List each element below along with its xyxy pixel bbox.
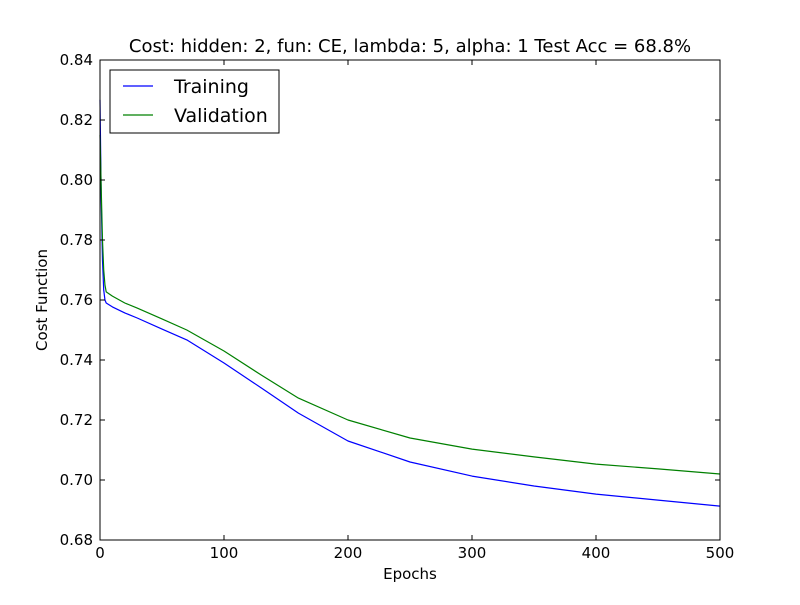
x-tick-label: 300 bbox=[458, 544, 487, 562]
plot-frame bbox=[99, 59, 721, 541]
plot-lines bbox=[99, 99, 721, 507]
y-tick-label: 0.82 bbox=[60, 111, 93, 129]
y-tick-label: 0.78 bbox=[60, 231, 93, 249]
y-tick-label: 0.68 bbox=[60, 531, 93, 549]
y-tick-label: 0.70 bbox=[60, 471, 93, 489]
y-tick-label: 0.76 bbox=[60, 291, 93, 309]
series-line-training bbox=[99, 99, 721, 507]
series-line-validation bbox=[99, 134, 721, 475]
axis-ticks: 0 100 200 300 400 500 0.68 0.70 0.72 0.74 0.76 0.78… bbox=[60, 51, 735, 562]
y-tick-label: 0.80 bbox=[60, 171, 93, 189]
legend-label-validation: Validation bbox=[174, 105, 268, 127]
x-tick-label: 400 bbox=[582, 544, 611, 562]
y-tick-label: 0.72 bbox=[60, 411, 93, 429]
chart-title: Cost: hidden: 2, fun: CE, lambda: 5, alp… bbox=[129, 36, 691, 57]
y-tick-label: 0.84 bbox=[60, 51, 93, 69]
y-axis-label: Cost Function bbox=[33, 249, 51, 351]
x-tick-label: 200 bbox=[334, 544, 363, 562]
x-axis-label: Epochs bbox=[383, 565, 437, 583]
legend: Training Validation bbox=[109, 69, 280, 134]
x-tick-label: 500 bbox=[706, 544, 735, 562]
legend-label-training: Training bbox=[173, 76, 249, 98]
x-tick-label: 100 bbox=[210, 544, 239, 562]
y-tick-label: 0.74 bbox=[60, 351, 93, 369]
x-tick-label: 0 bbox=[95, 544, 105, 562]
legend-box bbox=[109, 69, 280, 134]
